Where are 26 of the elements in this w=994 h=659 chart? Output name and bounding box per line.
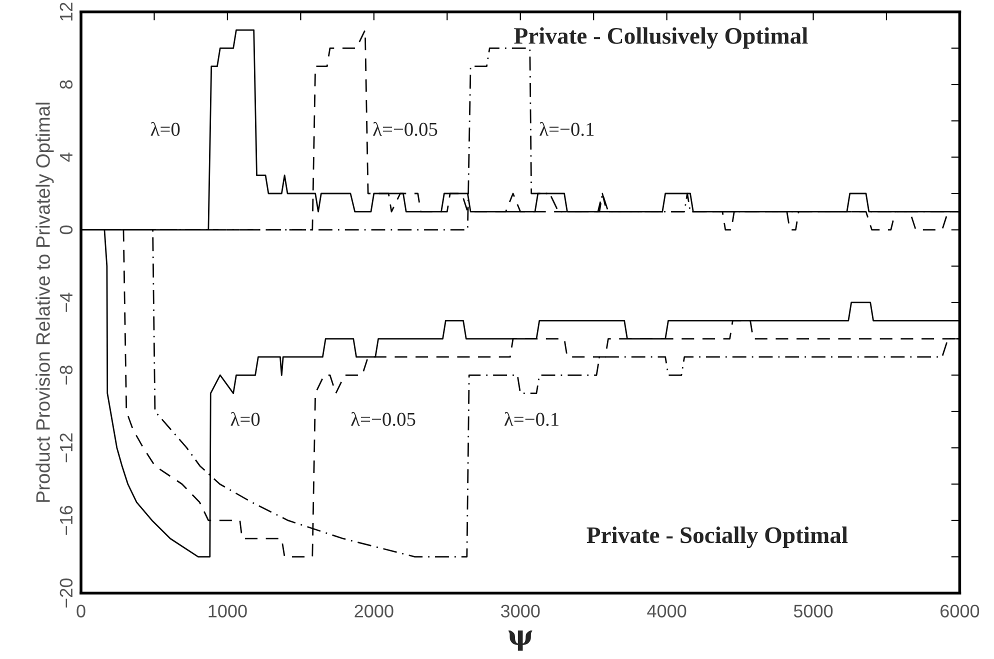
x-tick-label: 6000 xyxy=(940,604,980,618)
y-tick-label: 8 xyxy=(60,80,73,89)
x-tick-label: 3000 xyxy=(500,604,540,618)
annotation: Private - Socially Optimal xyxy=(586,526,848,548)
x-tick-label: 4000 xyxy=(647,604,686,618)
y-tick-label: −16 xyxy=(60,506,73,535)
annotation: Private - Collusively Optimal xyxy=(514,27,808,49)
annotation: λ=−0.1 xyxy=(540,122,594,136)
y-tick-label: −20 xyxy=(60,578,73,608)
y-axis-title: Product Provision Relative to Privately Optimal xyxy=(36,102,54,502)
annotation: λ=0 xyxy=(230,412,260,426)
annotation: λ=−0.05 xyxy=(373,122,438,136)
y-tick-label: −4 xyxy=(60,292,72,312)
y-tick-label: −12 xyxy=(60,433,72,462)
annotation: λ=−0.1 xyxy=(504,412,558,426)
x-tick-label: 2000 xyxy=(354,604,394,618)
x-tick-label: 1000 xyxy=(208,604,247,618)
y-tick-label: −8 xyxy=(60,366,73,385)
y-tick-label: 0 xyxy=(60,226,73,234)
x-axis-title: ψ xyxy=(508,630,532,651)
annotation: λ=−0.05 xyxy=(351,412,416,426)
annotation: λ=0 xyxy=(150,122,180,136)
x-tick-label: 0 xyxy=(76,604,86,618)
x-tick-label: 5000 xyxy=(794,604,833,618)
y-tick-label: 4 xyxy=(60,152,72,162)
y-tick-label: 12 xyxy=(60,2,72,21)
